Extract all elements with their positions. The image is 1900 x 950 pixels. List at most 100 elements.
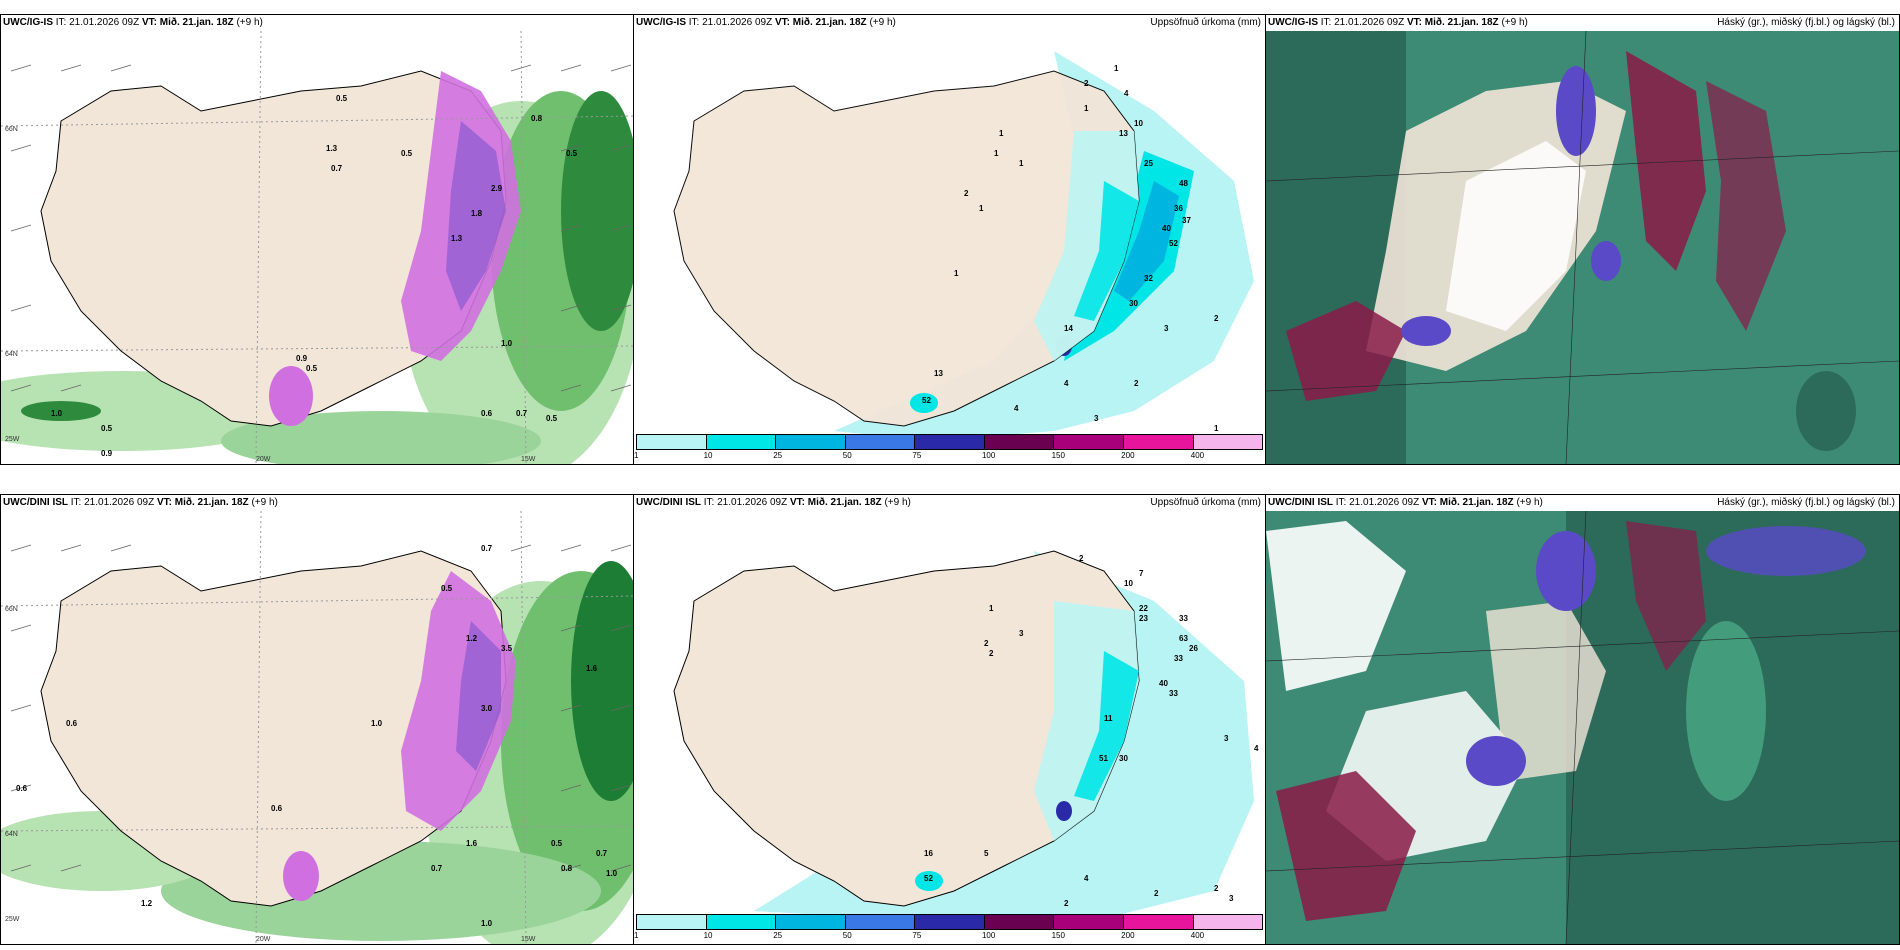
legend-cell: [1123, 915, 1194, 929]
legend-cell: [1123, 435, 1194, 449]
lat-label: 66N: [5, 126, 18, 133]
legend-label: 1: [634, 931, 639, 940]
legend-label: 50: [842, 931, 852, 940]
svg-text:33: 33: [1169, 689, 1178, 698]
wind-values: 0.7 1.6 0.5 1.2 3.5 0.6 0.6 1.0 3.0 1.6 …: [16, 544, 618, 928]
svg-text:0.9: 0.9: [101, 449, 113, 458]
legend-label: 400: [1190, 931, 1205, 940]
svg-text:0.6: 0.6: [271, 804, 283, 813]
svg-text:37: 37: [1182, 216, 1191, 225]
precip-panel-row2: UWC/DINI ISL IT: 21.01.2026 09Z VT: Mið.…: [633, 494, 1266, 945]
lat-label: 64N: [5, 831, 18, 838]
lon-label: 20W: [256, 456, 271, 463]
legend-cell: [1054, 915, 1124, 929]
svg-text:0.6: 0.6: [16, 784, 28, 793]
legend-cell: [706, 435, 777, 449]
svg-text:0.5: 0.5: [306, 364, 318, 373]
legend-label: 200: [1121, 931, 1135, 940]
legend-cell: [776, 915, 846, 929]
svg-text:40: 40: [1159, 679, 1168, 688]
panel-header: UWC/IG-IS IT: 21.01.2026 09Z VT: Mið. 21…: [1268, 17, 1895, 28]
legend-label: 150: [1051, 451, 1065, 460]
svg-text:1: 1: [954, 269, 959, 278]
svg-text:1: 1: [994, 149, 999, 158]
svg-text:10: 10: [1124, 579, 1133, 588]
svg-text:1: 1: [1084, 104, 1089, 113]
svg-text:33: 33: [1174, 654, 1183, 663]
legend-label: 10: [703, 451, 713, 460]
legend-label: 100: [981, 931, 996, 940]
legend-cell: [1193, 915, 1263, 929]
svg-text:10: 10: [1134, 119, 1143, 128]
svg-text:13: 13: [934, 369, 943, 378]
legend-cell: [637, 915, 707, 929]
wind-map: 66N 64N 25W 20W 15W 0.5 0.8 0.5 1.3 0.7 …: [1, 31, 633, 464]
lat-label: 25W: [5, 916, 20, 923]
svg-text:3.5: 3.5: [501, 644, 513, 653]
panel-header: UWC/DINI ISL IT: 21.01.2026 09Z VT: Mið.…: [1268, 497, 1895, 508]
svg-text:0.8: 0.8: [561, 864, 573, 873]
legend-color-bar: [636, 914, 1263, 930]
precip-map: 2 10 7 22 23 33 63 26 33 40 33 2 1 2 3 1…: [634, 511, 1265, 914]
legend-cell: [637, 435, 707, 449]
svg-text:4: 4: [1124, 89, 1129, 98]
svg-text:1: 1: [989, 604, 994, 613]
svg-text:0.7: 0.7: [481, 544, 493, 553]
svg-text:0.5: 0.5: [101, 424, 113, 433]
svg-text:0.7: 0.7: [431, 864, 443, 873]
svg-text:23: 23: [1139, 614, 1148, 623]
svg-text:1: 1: [1114, 64, 1119, 73]
svg-text:25: 25: [1144, 159, 1153, 168]
svg-text:0.5: 0.5: [441, 584, 453, 593]
svg-text:4: 4: [1254, 744, 1259, 753]
svg-text:2.9: 2.9: [491, 184, 503, 193]
precip-title: Uppsöfnuð úrkoma (mm): [1150, 17, 1261, 28]
svg-text:2: 2: [1134, 379, 1139, 388]
cloud-title: Háský (gr.), miðský (fj.bl.) og lágský (…: [1717, 497, 1895, 508]
svg-text:3: 3: [1164, 324, 1169, 333]
legend-label: 1: [634, 451, 639, 460]
svg-text:5: 5: [984, 849, 989, 858]
panel-header: UWC/DINI ISL IT: 21.01.2026 09Z VT: Mið.…: [3, 497, 278, 508]
svg-text:52: 52: [922, 396, 931, 405]
legend-labels: 1 10 25 50 75 100 150 200 400: [634, 451, 1263, 463]
legend-label: 75: [912, 451, 922, 460]
legend-cell: [845, 435, 916, 449]
svg-text:0.6: 0.6: [481, 409, 493, 418]
panel-header: UWC/DINI ISL IT: 21.01.2026 09Z VT: Mið.…: [636, 497, 1261, 508]
legend-cell: [915, 435, 985, 449]
panel-header: UWC/IG-IS IT: 21.01.2026 09Z VT: Mið. 21…: [3, 17, 263, 28]
legend-cell: [1054, 435, 1124, 449]
svg-text:4: 4: [1014, 404, 1019, 413]
svg-text:2: 2: [1154, 889, 1159, 898]
svg-text:3.0: 3.0: [481, 704, 493, 713]
panel-header: UWC/IG-IS IT: 21.01.2026 09Z VT: Mið. 21…: [636, 17, 1261, 28]
svg-text:32: 32: [1144, 274, 1153, 283]
cloud-title: Háský (gr.), miðský (fj.bl.) og lágský (…: [1717, 17, 1895, 28]
svg-text:2: 2: [964, 189, 969, 198]
cloud-panel-row2: UWC/DINI ISL IT: 21.01.2026 09Z VT: Mið.…: [1265, 494, 1900, 945]
lat-label: 66N: [5, 606, 18, 613]
legend-cell: [845, 915, 916, 929]
svg-text:1.6: 1.6: [466, 839, 478, 848]
precip-title: Uppsöfnuð úrkoma (mm): [1150, 497, 1261, 508]
legend-cell: [915, 915, 985, 929]
svg-text:1.2: 1.2: [466, 634, 478, 643]
svg-text:51: 51: [1099, 754, 1108, 763]
svg-text:7: 7: [1139, 569, 1144, 578]
svg-text:1.0: 1.0: [51, 409, 63, 418]
svg-text:1: 1: [1214, 424, 1219, 433]
lon-label: 15W: [521, 936, 536, 943]
svg-text:30: 30: [1129, 299, 1138, 308]
svg-text:3: 3: [1229, 894, 1234, 903]
precip-map: 1 2 1 4 10 13 1 1 1 2 1 25 48 36 37 40 5…: [634, 31, 1265, 434]
wind-map: 66N 64N 25W 20W 15W 0.7 1.6 0.5 1.2 3.5 …: [1, 511, 633, 944]
lon-label: 20W: [256, 936, 271, 943]
svg-text:1.3: 1.3: [326, 144, 338, 153]
legend-label: 400: [1190, 451, 1205, 460]
svg-text:0.7: 0.7: [596, 849, 608, 858]
precip-values: 1 2 1 4 10 13 1 1 1 2 1 25 48 36 37 40 5…: [922, 64, 1219, 433]
wind-values: 0.5 0.8 0.5 1.3 0.7 0.5 2.9 1.8 1.3 1.0 …: [51, 94, 578, 458]
svg-text:4: 4: [1064, 379, 1069, 388]
svg-text:40: 40: [1162, 224, 1171, 233]
